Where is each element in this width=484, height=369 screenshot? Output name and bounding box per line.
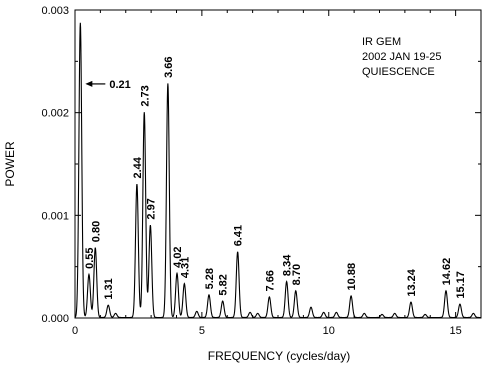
x-tick-label: 0 — [72, 325, 78, 337]
peak-label: 7.66 — [264, 270, 276, 291]
peak-label: 14.62 — [441, 258, 453, 286]
peak-label: 13.24 — [406, 268, 418, 296]
peak-label: 4.02 — [172, 246, 184, 267]
info-line-3: QUIESCENCE — [362, 66, 435, 78]
x-tick-label: 10 — [323, 325, 335, 337]
peak-label: 8.34 — [282, 254, 294, 276]
arrow-head-icon — [85, 80, 93, 87]
peak-label: 10.88 — [346, 263, 358, 291]
peak-label: 2.44 — [132, 156, 144, 178]
info-line-2: 2002 JAN 19-25 — [362, 51, 442, 63]
peak-label: 2.73 — [139, 85, 151, 106]
peak-label: 2.97 — [145, 198, 157, 219]
x-tick-label: 5 — [199, 325, 205, 337]
peak-label: 6.41 — [233, 225, 245, 246]
peak-label: 0.80 — [90, 221, 102, 242]
y-axis-ticks: 0.000 0.001 0.002 0.003 — [41, 5, 481, 325]
x-tick-label: 15 — [450, 325, 462, 337]
peak-label: 15.17 — [455, 271, 467, 299]
peak-label: 5.82 — [218, 274, 230, 295]
x-axis-ticks: 0 5 10 15 — [72, 10, 482, 337]
y-tick-label: 0.003 — [41, 5, 69, 17]
y-tick-label: 0.000 — [41, 313, 69, 325]
y-axis-label: POWER — [3, 141, 17, 187]
peak-label: 4.31 — [179, 257, 191, 278]
peak-label: 8.70 — [291, 264, 303, 285]
x-axis-label: FREQUENCY (cycles/day) — [208, 349, 350, 363]
peak-label: 1.31 — [103, 278, 115, 299]
info-line-1: IR GEM — [362, 36, 401, 48]
peak-label: 5.28 — [204, 268, 216, 289]
peak-label: 0.55 — [84, 247, 96, 268]
peak-labels-layer: 0.55 0.80 1.31 2.44 2.73 2.97 3.66 4.024.31 5.28… — [84, 56, 467, 299]
peak-label: 3.66 — [163, 56, 175, 77]
y-tick-label: 0.002 — [41, 108, 69, 120]
arrow-label: 0.21 — [109, 79, 130, 91]
y-tick-label: 0.001 — [41, 210, 69, 222]
